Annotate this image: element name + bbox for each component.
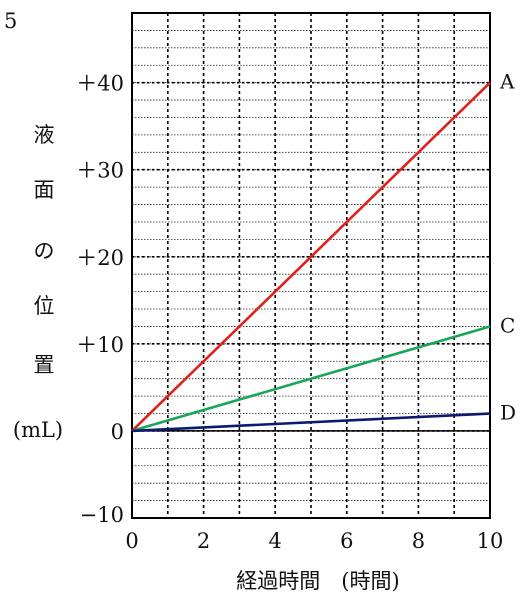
y-tick-label: ＋30 bbox=[76, 159, 124, 183]
series-label-a: A bbox=[499, 70, 515, 94]
y-tick-labels: ＋40 ＋30 ＋20 ＋10 0 −10 bbox=[76, 72, 124, 527]
series-line-c bbox=[131, 325, 491, 433]
y-axis-label-char: 液 bbox=[34, 123, 55, 147]
x-tick-label: 4 bbox=[269, 529, 282, 553]
x-tick-labels: 0 2 4 6 8 10 bbox=[125, 529, 503, 553]
y-tick-label: ＋40 bbox=[76, 72, 124, 96]
series-line-a bbox=[131, 81, 491, 432]
x-tick-label: 10 bbox=[477, 529, 504, 553]
y-tick-label: ＋10 bbox=[76, 333, 124, 357]
x-tick-label: 8 bbox=[412, 529, 425, 553]
y-axis-label: 液 面 の 位 置 (mL) bbox=[13, 123, 63, 442]
y-axis-label-unit: (mL) bbox=[13, 418, 63, 442]
y-axis-label-char: の bbox=[34, 239, 55, 263]
y-axis-label-char: 面 bbox=[34, 178, 55, 202]
y-axis-label-char: 置 bbox=[34, 353, 55, 377]
series-label-d: D bbox=[500, 401, 516, 425]
x-tick-label: 2 bbox=[197, 529, 210, 553]
plot-frame bbox=[131, 12, 491, 519]
series-line-d bbox=[131, 412, 491, 433]
y-axis-label-char: 位 bbox=[34, 294, 55, 318]
x-tick-label: 0 bbox=[125, 529, 138, 553]
y-tick-label: −10 bbox=[80, 503, 124, 527]
y-tick-label: ＋20 bbox=[76, 246, 124, 270]
major-gridlines bbox=[132, 13, 490, 519]
x-tick-label: 6 bbox=[340, 529, 353, 553]
y-tick-label: 0 bbox=[111, 420, 124, 444]
series-labels: A C D bbox=[499, 70, 516, 425]
x-axis-label: 経過時間 (時間) bbox=[236, 569, 399, 593]
series-label-c: C bbox=[500, 313, 515, 337]
series-lines bbox=[131, 81, 491, 433]
figure-number: 5 bbox=[4, 9, 17, 33]
